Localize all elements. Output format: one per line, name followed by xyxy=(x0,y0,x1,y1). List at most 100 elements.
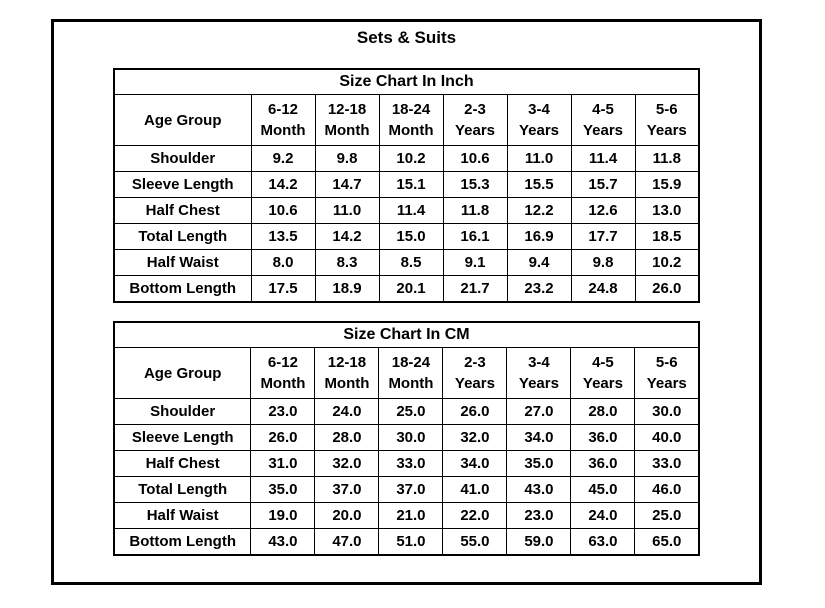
age-column-header: 5-6 Years xyxy=(634,347,700,399)
measurement-value: 36.0 xyxy=(570,450,636,477)
measurement-value: 11.8 xyxy=(634,145,700,172)
measurement-label: Shoulder xyxy=(113,145,252,172)
measurement-value: 8.0 xyxy=(250,249,316,276)
age-unit-label: Month xyxy=(388,375,434,392)
measurement-value: 15.0 xyxy=(378,223,444,250)
age-unit-label: Years xyxy=(646,122,687,139)
measurement-row: Shoulder 9.2 9.8 10.2 10.6 11.0 11.4 11.8 xyxy=(113,145,700,172)
measurement-value: 23.0 xyxy=(250,398,316,425)
measurement-row: Half Waist 19.0 20.0 21.0 22.0 23.0 24.0 25.0 xyxy=(113,502,700,529)
measurement-value: 15.5 xyxy=(506,171,572,198)
age-column-header: 2-3 Years xyxy=(442,94,508,146)
measurement-value: 41.0 xyxy=(442,476,508,503)
age-range-label: 3-4 xyxy=(528,101,550,118)
measurement-value: 33.0 xyxy=(634,450,700,477)
measurement-value: 35.0 xyxy=(250,476,316,503)
measurement-label: Half Chest xyxy=(113,197,252,224)
measurement-value: 15.3 xyxy=(442,171,508,198)
age-unit-label: Years xyxy=(454,375,495,392)
measurement-value: 14.2 xyxy=(250,171,316,198)
measurement-value: 27.0 xyxy=(506,398,572,425)
measurement-label: Half Chest xyxy=(113,450,252,477)
age-unit-label: Month xyxy=(324,122,370,139)
age-range-label: 18-24 xyxy=(391,101,431,118)
measurement-value: 16.1 xyxy=(442,223,508,250)
measurement-value: 12.6 xyxy=(570,197,636,224)
measurement-value: 12.2 xyxy=(506,197,572,224)
measurement-value: 59.0 xyxy=(506,528,572,556)
measurement-value: 45.0 xyxy=(570,476,636,503)
measurement-value: 32.0 xyxy=(442,424,508,451)
measurement-value: 8.3 xyxy=(314,249,380,276)
measurement-label: Bottom Length xyxy=(113,275,252,303)
measurement-label: Total Length xyxy=(113,476,252,503)
measurement-value: 15.9 xyxy=(634,171,700,198)
age-unit-label: Month xyxy=(388,122,434,139)
measurement-value: 30.0 xyxy=(378,424,444,451)
measurement-row: Sleeve Length 14.2 14.7 15.1 15.3 15.5 15.7 15.… xyxy=(113,171,700,198)
measurement-value: 10.2 xyxy=(378,145,444,172)
measurement-row: Total Length 13.5 14.2 15.0 16.1 16.9 17.7 18.5 xyxy=(113,223,700,250)
measurement-value: 28.0 xyxy=(314,424,380,451)
age-unit-label: Month xyxy=(260,375,306,392)
measurement-value: 15.7 xyxy=(570,171,636,198)
measurement-row: Bottom Length 43.0 47.0 51.0 55.0 59.0 63.0 65.… xyxy=(113,528,700,556)
age-group-header: Age Group xyxy=(113,94,252,146)
age-column-header: 3-4 Years xyxy=(506,94,572,146)
measurement-value: 13.5 xyxy=(250,223,316,250)
measurement-value: 51.0 xyxy=(378,528,444,556)
measurement-value: 10.6 xyxy=(442,145,508,172)
age-column-header: 6-12 Month xyxy=(250,347,316,399)
measurement-value: 18.9 xyxy=(314,275,380,303)
age-unit-label: Years xyxy=(582,122,624,139)
age-unit-label: Years xyxy=(582,375,623,392)
measurement-value: 21.0 xyxy=(378,502,444,529)
measurement-row: Sleeve Length 26.0 28.0 30.0 32.0 34.0 36.0 40.… xyxy=(113,424,700,451)
measurement-value: 11.0 xyxy=(506,145,572,172)
age-unit-label: Years xyxy=(646,375,687,392)
measurement-value: 14.2 xyxy=(314,223,380,250)
age-range-label: 4-5 xyxy=(592,354,614,371)
measurement-value: 17.7 xyxy=(570,223,636,250)
measurement-value: 14.7 xyxy=(314,171,380,198)
measurement-value: 32.0 xyxy=(314,450,380,477)
measurement-value: 20.0 xyxy=(314,502,380,529)
measurement-value: 26.0 xyxy=(634,275,700,303)
age-range-label: 2-3 xyxy=(464,101,486,118)
age-column-header: 3-4 Years xyxy=(506,347,572,399)
age-range-label: 12-18 xyxy=(327,101,367,118)
age-range-label: 6-12 xyxy=(267,354,298,371)
measurement-value: 65.0 xyxy=(634,528,700,556)
measurement-value: 13.0 xyxy=(634,197,700,224)
measurement-value: 22.0 xyxy=(442,502,508,529)
measurement-value: 26.0 xyxy=(442,398,508,425)
size-chart-inch-table: Size Chart In Inch Age Group 6-12 Month 12-1… xyxy=(113,68,700,303)
measurement-value: 11.0 xyxy=(314,197,380,224)
measurement-row: Shoulder 23.0 24.0 25.0 26.0 27.0 28.0 30.0 xyxy=(113,398,700,425)
measurement-value: 9.1 xyxy=(442,249,508,276)
measurement-value: 23.2 xyxy=(506,275,572,303)
measurement-value: 37.0 xyxy=(314,476,380,503)
age-range-label: 18-24 xyxy=(391,354,431,371)
age-column-header: 6-12 Month xyxy=(250,94,316,146)
measurement-value: 9.2 xyxy=(250,145,316,172)
age-range-label: 12-18 xyxy=(327,354,367,371)
age-column-header: 4-5 Years xyxy=(570,94,636,146)
measurement-row: Half Chest 31.0 32.0 33.0 34.0 35.0 36.0 33.0 xyxy=(113,450,700,477)
measurement-value: 43.0 xyxy=(506,476,572,503)
size-chart-cm-table: Size Chart In CM Age Group 6-12 Month 12-18 M… xyxy=(112,321,701,556)
age-group-header: Age Group xyxy=(113,347,252,399)
age-range-label: 6-12 xyxy=(267,101,299,118)
measurement-value: 37.0 xyxy=(378,476,444,503)
measurement-value: 11.4 xyxy=(378,197,444,224)
table-title: Size Chart In Inch xyxy=(113,68,700,95)
measurement-value: 40.0 xyxy=(634,424,700,451)
measurement-value: 10.6 xyxy=(250,197,316,224)
measurement-value: 10.2 xyxy=(634,249,700,276)
measurement-value: 35.0 xyxy=(506,450,572,477)
age-unit-label: Month xyxy=(260,122,306,139)
page-frame: Sets & Suits Size Chart In Inch Age Group… xyxy=(51,19,762,585)
measurement-value: 28.0 xyxy=(570,398,636,425)
age-column-header: 2-3 Years xyxy=(442,347,508,399)
